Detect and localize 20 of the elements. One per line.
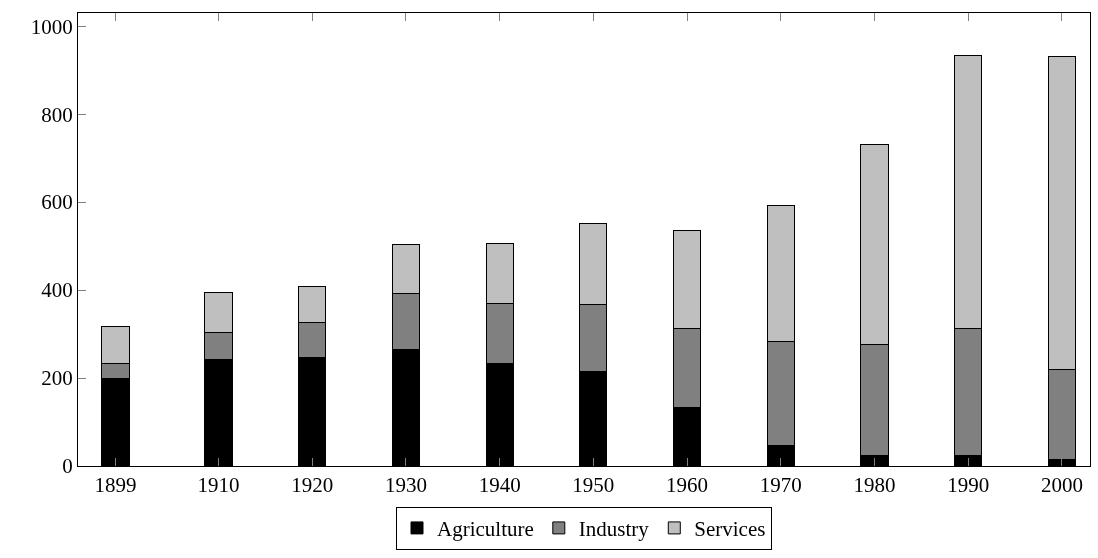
y-tick-label: 0 — [62, 454, 73, 479]
y-tick-label: 800 — [41, 102, 73, 127]
x-tick-label: 1990 — [947, 473, 990, 498]
x-tick-label: 1970 — [759, 473, 802, 498]
x-tick-label: 1910 — [197, 473, 240, 498]
y-tick-label: 600 — [41, 190, 73, 215]
y-tick-label: 1000 — [30, 14, 73, 39]
x-tick-label: 1940 — [478, 473, 521, 498]
y-tick-label: 400 — [41, 278, 73, 303]
x-tick-label: 1930 — [384, 473, 427, 498]
x-tick-label: 2000 — [1040, 473, 1083, 498]
legend-label: Industry — [578, 517, 650, 542]
x-tick-label: 1960 — [666, 473, 709, 498]
x-tick-label: 1899 — [94, 473, 137, 498]
legend-label: Services — [694, 517, 766, 542]
y-tick-label: 200 — [41, 366, 73, 391]
legend-label: Agriculture — [437, 517, 534, 542]
x-tick-label: 1950 — [572, 473, 615, 498]
x-tick-label: 1980 — [853, 473, 896, 498]
x-tick-label: 1920 — [291, 473, 334, 498]
